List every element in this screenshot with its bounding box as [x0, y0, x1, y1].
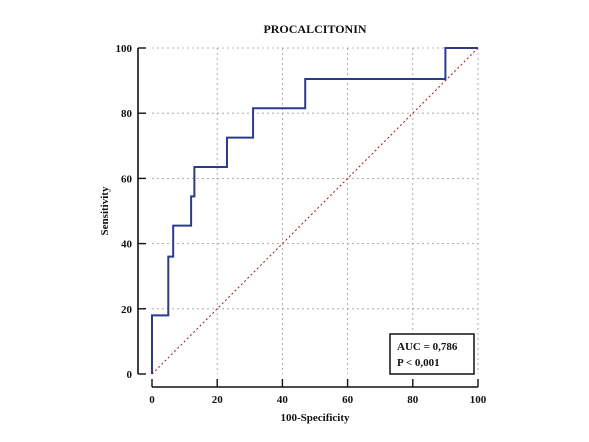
- y-tick-label-100: 100: [116, 43, 133, 55]
- reference-diagonal-line: [151, 47, 479, 375]
- axis-layer: 0 20 40 60 80 100 0 20 40 60 80 100: [116, 43, 487, 406]
- auc-text: AUC = 0,786: [397, 341, 458, 353]
- x-tick-label-20: 20: [212, 394, 224, 406]
- y-tick-label-40: 40: [121, 239, 133, 251]
- x-tick-label-80: 80: [407, 394, 419, 406]
- p-value-text: P < 0,001: [397, 357, 440, 369]
- auc-annotation: AUC = 0,786 P < 0,001: [389, 333, 475, 375]
- y-tick-label-20: 20: [121, 304, 133, 316]
- x-tick-label-0: 0: [149, 394, 155, 406]
- y-tick-label-80: 80: [121, 108, 133, 120]
- y-axis-label: Sensitivity: [99, 186, 111, 235]
- y-tick-label-60: 60: [121, 173, 133, 185]
- roc-curve: [151, 47, 478, 374]
- y-tick-label-0: 0: [127, 369, 133, 381]
- x-tick-label-100: 100: [470, 394, 487, 406]
- grid-layer: [152, 47, 479, 374]
- chart-title: PROCALCITONIN: [263, 22, 366, 36]
- x-tick-label-40: 40: [277, 394, 289, 406]
- series-layer: [151, 47, 479, 375]
- x-tick-label-60: 60: [342, 394, 354, 406]
- annotation-box: [389, 333, 475, 375]
- x-axis-label: 100-Specificity: [280, 412, 350, 424]
